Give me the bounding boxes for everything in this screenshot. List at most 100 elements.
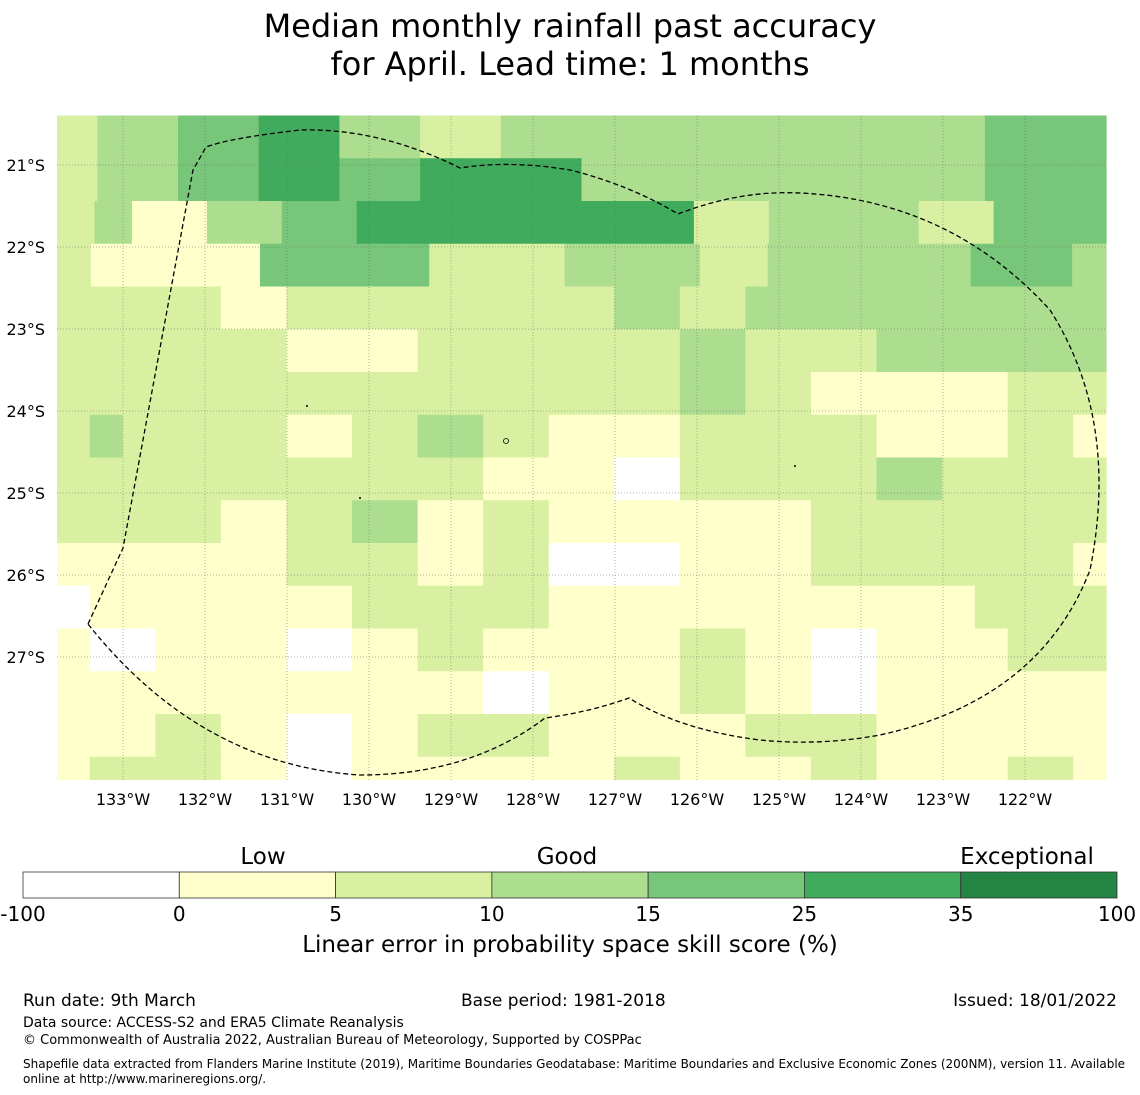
skill-score-map: 21°S22°S23°S24°S25°S26°S27°S 133°W 132°W 1… [0,115,1140,830]
skill-cell [647,372,681,416]
skill-cell [974,457,1009,501]
skill-cell [810,714,845,758]
longitude-label: 131°W [260,790,315,809]
skill-cell [1007,714,1042,758]
skill-cell [843,628,878,672]
colorbar-swatch [647,871,805,899]
skill-cell [352,543,386,587]
skill-cell [778,628,812,672]
longitude-label: 124°W [834,790,889,809]
skill-cell [1007,372,1042,416]
skill-cell [417,628,451,672]
skill-cell [155,671,189,715]
skill-cell [548,457,583,501]
skill-cell [515,628,550,672]
skill-cell [124,243,160,288]
skill-cell [548,671,583,715]
skill-cell [974,414,1009,459]
skill-cell [384,457,419,501]
skill-cell [417,329,451,373]
skill-cell [745,286,779,330]
skill-cell [745,628,779,672]
copyright: © Commonwealth of Australia 2022, Austra… [23,1033,642,1048]
skill-cell [253,329,288,373]
skill-cell [942,500,976,544]
skill-cell [548,628,583,672]
skill-cell [417,671,451,715]
skill-cell [1025,115,1067,159]
skill-cell [253,543,288,587]
skill-cell [1031,201,1070,245]
skill-cell [823,115,865,159]
skill-cell [974,286,1009,330]
skill-cell [420,115,462,159]
skill-cell [876,329,910,373]
skill-cell [810,329,845,373]
skill-cell [515,414,550,459]
skill-cell [679,628,714,672]
skill-cell [942,286,976,330]
graticule [57,116,1106,780]
skill-cell [1007,628,1042,672]
skill-cell [530,243,566,288]
map-bottom-mask [0,780,1140,830]
skill-cell [122,286,156,330]
skill-cell [57,628,91,672]
skill-cell [974,628,1009,672]
skill-cell [450,714,484,758]
skill-cell [806,201,845,245]
skill-cell [286,414,320,459]
skill-cell [57,414,91,459]
skill-cell [614,372,648,416]
skill-cell [647,714,681,758]
skill-cell [515,329,550,373]
skill-cell [155,329,189,373]
skill-cell [1073,671,1107,715]
skill-cell [581,372,615,416]
skill-cell [942,585,976,630]
skill-cell [876,714,910,758]
skill-cell [220,329,255,373]
skill-cell [356,201,395,245]
islands [306,405,796,499]
skill-cell [974,714,1009,758]
longitude-label: 130°W [342,790,397,809]
skill-cell [286,585,320,630]
colorbar-swatch [178,871,336,899]
skill-cell [253,714,288,758]
skill-cell [731,201,770,245]
longitude-label: 122°W [998,790,1053,809]
skill-cell [745,714,779,758]
skill-cell [1007,329,1042,373]
skill-cell [1004,243,1039,288]
skill-cell [286,329,320,373]
skill-cell [712,543,747,587]
skill-cell [57,286,91,330]
skill-cell [810,372,845,416]
skill-grid-cells [0,115,1140,830]
skill-cell [564,243,600,288]
skill-cell [220,457,255,501]
data-source: Data source: ACCESS-S2 and ERA5 Climate … [23,1015,404,1031]
skill-cell [483,457,517,501]
skill-cell [450,543,484,587]
skill-cell [778,500,812,544]
issued-date: Issued: 18/01/2022 [953,991,1117,1011]
longitude-label: 126°W [670,790,725,809]
skill-cell [712,372,747,416]
skill-cell [253,671,288,715]
skill-cell [460,115,502,159]
skill-cell [286,286,320,330]
skill-cell [384,671,419,715]
skill-cell [57,243,92,288]
colorbar-tick-label: 0 [172,902,186,926]
skill-cell [712,585,747,630]
colorbar-axis-label: Linear error in probability space skill … [302,932,838,958]
skill-cell [944,115,986,159]
skill-cell [662,115,704,159]
skill-cell [810,286,845,330]
skill-cell [902,243,938,288]
skill-cell [778,414,812,459]
skill-cell [192,243,227,288]
skill-cell [178,158,219,202]
